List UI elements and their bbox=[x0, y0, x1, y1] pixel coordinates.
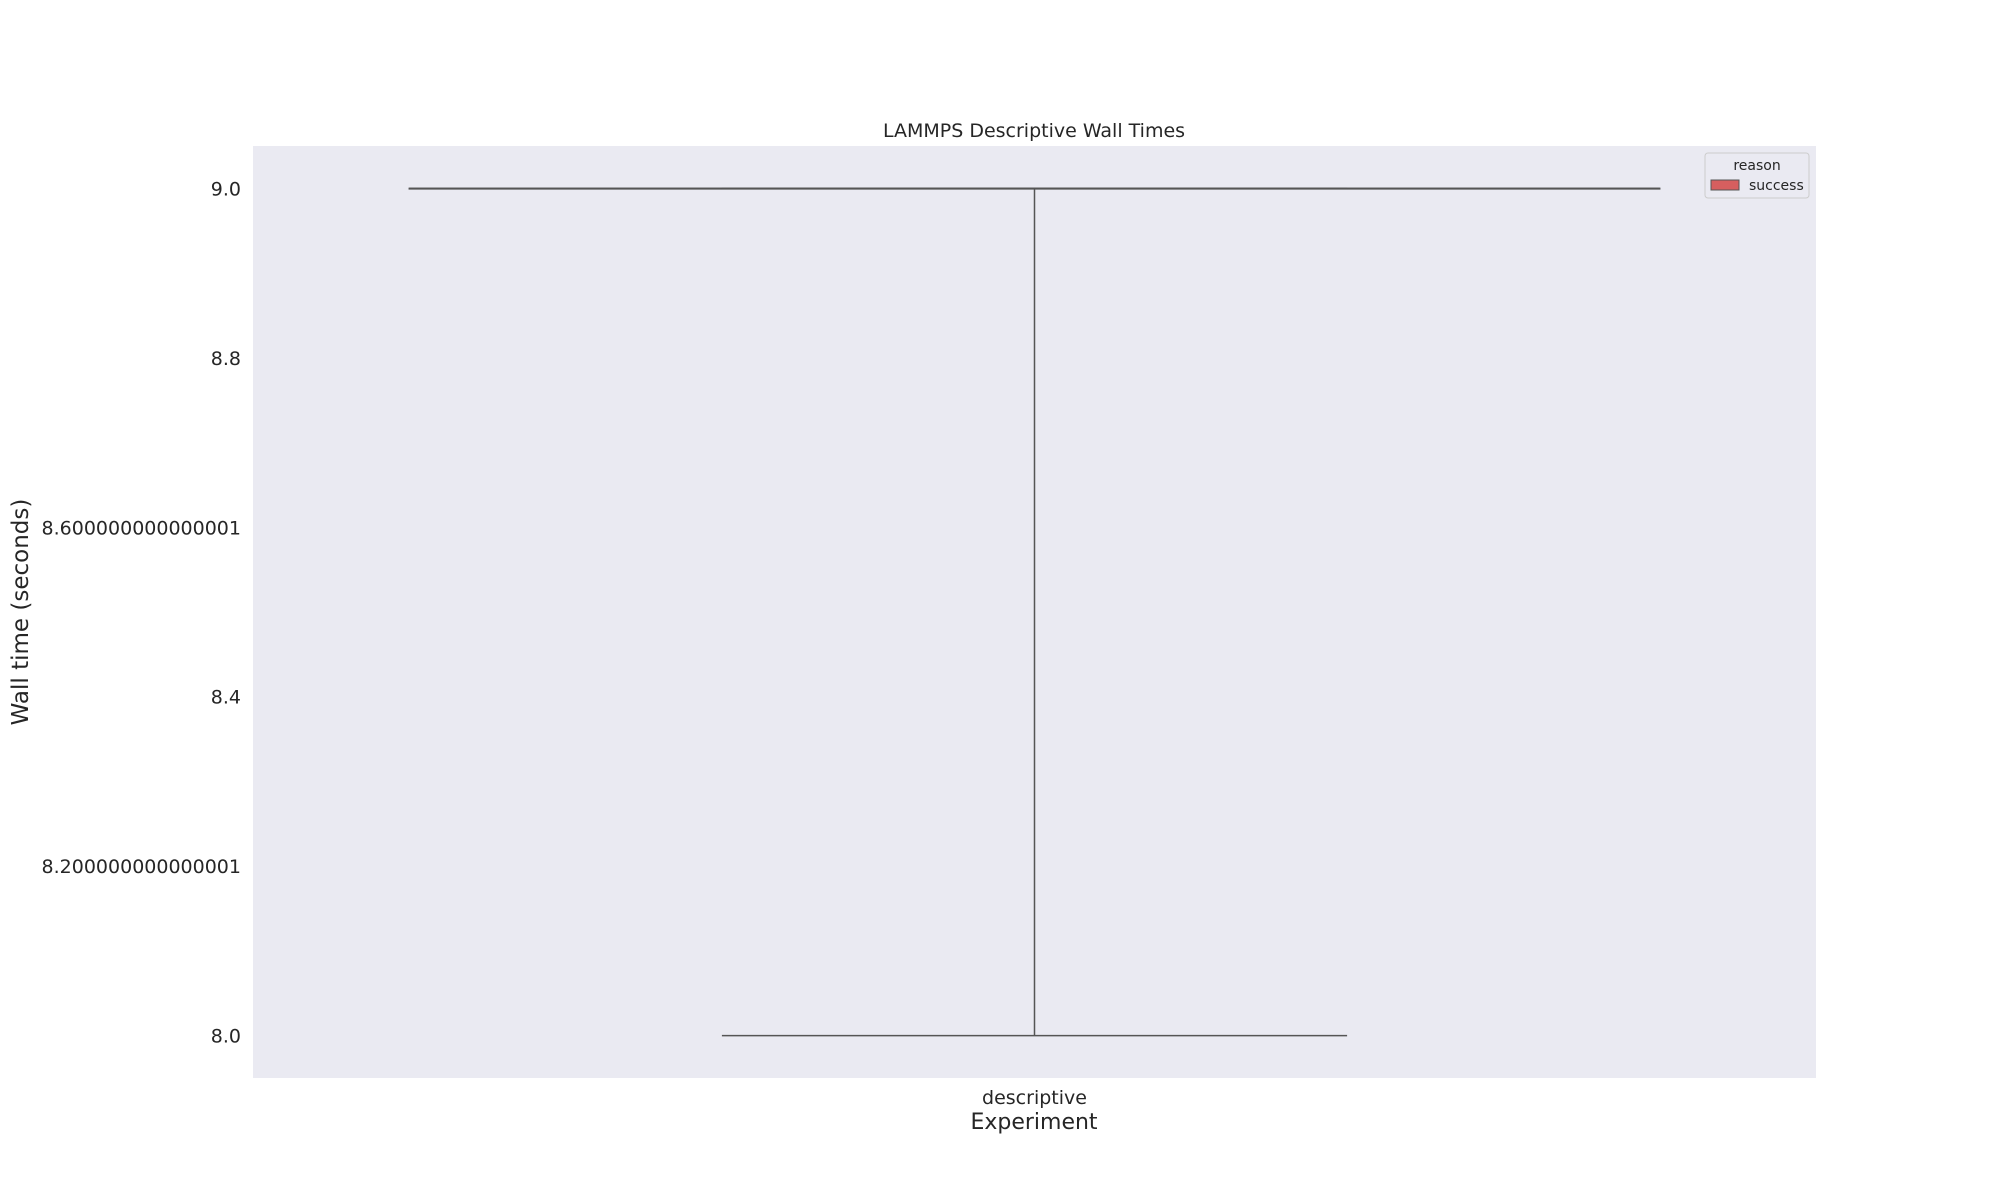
y-tick-label: 8.8 bbox=[211, 348, 241, 370]
y-tick-label: 8.200000000000001 bbox=[42, 856, 241, 878]
y-tick-label: 8.600000000000001 bbox=[42, 517, 241, 539]
legend-label-success: success bbox=[1749, 178, 1804, 194]
y-tick-label: 8.0 bbox=[211, 1026, 241, 1048]
chart-title: LAMMPS Descriptive Wall Times bbox=[883, 120, 1185, 142]
y-axis-label: Wall time (seconds) bbox=[8, 499, 34, 726]
legend[interactable]: reason success bbox=[1704, 152, 1810, 199]
y-tick-label: 8.4 bbox=[211, 687, 241, 709]
x-tick-label: descriptive bbox=[982, 1087, 1087, 1109]
x-axis-ticks: descriptive bbox=[982, 1087, 1087, 1109]
legend-title: reason bbox=[1733, 158, 1780, 174]
y-tick-label: 9.0 bbox=[211, 178, 241, 200]
y-axis-ticks: 8.0 8.200000000000001 8.4 8.600000000000001… bbox=[42, 178, 241, 1047]
box-series bbox=[408, 187, 1661, 1037]
x-axis-label: Experiment bbox=[970, 1110, 1097, 1135]
legend-swatch-success bbox=[1710, 179, 1740, 191]
